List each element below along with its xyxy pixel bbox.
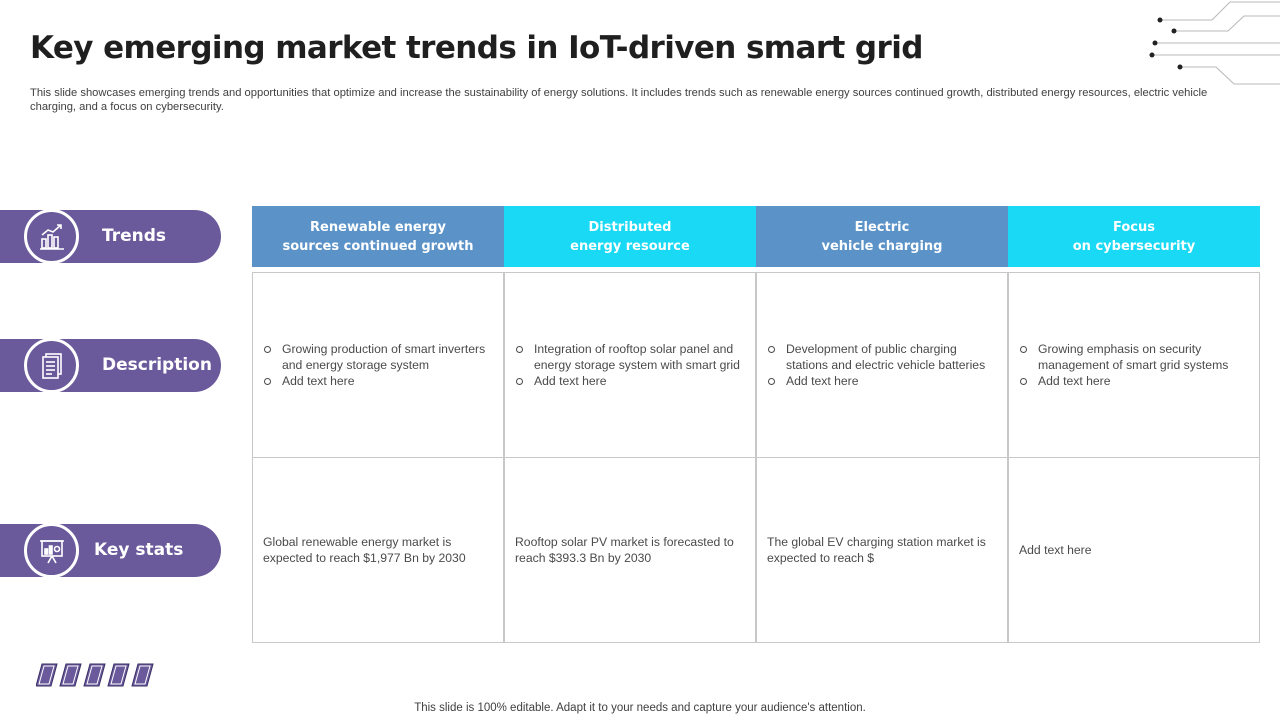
stripes-decoration bbox=[36, 663, 154, 687]
stats-cell: Rooftop solar PV market is forecasted to… bbox=[504, 457, 756, 643]
list-item: Add text here bbox=[767, 373, 998, 389]
column-header: Focus on cybersecurity bbox=[1008, 206, 1260, 267]
header-line: Focus bbox=[1113, 219, 1155, 235]
circuit-lines-decoration bbox=[1149, 1, 1280, 85]
column-distributed-energy: Distributed energy resource Integration o… bbox=[504, 206, 756, 643]
column-header: Renewable energy sources continued growth bbox=[252, 206, 504, 267]
column-header: Distributed energy resource bbox=[504, 206, 756, 267]
column-header: Electric vehicle charging bbox=[756, 206, 1008, 267]
stats-cell: The global EV charging station market is… bbox=[756, 457, 1008, 643]
list-item: Integration of rooftop solar panel and e… bbox=[515, 341, 746, 373]
stats-cell: Add text here bbox=[1008, 457, 1260, 643]
header-line: sources continued growth bbox=[282, 238, 474, 254]
stats-text: Rooftop solar PV market is forecasted to… bbox=[515, 535, 734, 565]
list-item: Add text here bbox=[1019, 373, 1250, 389]
header-line: Electric bbox=[854, 219, 910, 235]
stats-text: The global EV charging station market is… bbox=[767, 535, 986, 565]
stats-cell: Global renewable energy market is expect… bbox=[252, 457, 504, 643]
list-item: Add text here bbox=[263, 373, 494, 389]
header-line: Distributed bbox=[588, 219, 672, 235]
header-line: on cybersecurity bbox=[1072, 238, 1196, 254]
row-label-trends: Trends bbox=[0, 209, 221, 264]
header-line: energy resource bbox=[570, 238, 690, 254]
description-cell: Integration of rooftop solar panel and e… bbox=[504, 272, 756, 458]
row-label-description-text: Description bbox=[102, 355, 212, 375]
list-item: Growing emphasis on security management … bbox=[1019, 341, 1250, 373]
description-cell: Growing emphasis on security management … bbox=[1008, 272, 1260, 458]
description-cell: Growing production of smart inverters an… bbox=[252, 272, 504, 458]
trends-table: Renewable energy sources continued growth… bbox=[252, 206, 1261, 643]
list-item: Growing production of smart inverters an… bbox=[263, 341, 494, 373]
growth-chart-icon bbox=[24, 209, 79, 264]
stats-text: Add text here bbox=[1019, 543, 1092, 557]
description-cell: Development of public charging stations … bbox=[756, 272, 1008, 458]
slide-title: Key emerging market trends in IoT-driven… bbox=[30, 30, 923, 66]
column-renewable-energy: Renewable energy sources continued growth… bbox=[252, 206, 504, 643]
document-icon bbox=[24, 338, 79, 393]
header-line: Renewable energy bbox=[310, 219, 446, 235]
presentation-board-icon bbox=[24, 523, 79, 578]
column-ev-charging: Electric vehicle charging Development of … bbox=[756, 206, 1008, 643]
column-cybersecurity: Focus on cybersecurity Growing emphasis o… bbox=[1008, 206, 1260, 643]
row-label-trends-text: Trends bbox=[102, 226, 167, 246]
list-item: Development of public charging stations … bbox=[767, 341, 998, 373]
list-item: Add text here bbox=[515, 373, 746, 389]
row-label-key-stats-text: Key stats bbox=[94, 540, 184, 560]
slide-subtitle: This slide showcases emerging trends and… bbox=[30, 87, 1208, 113]
row-label-description: Description bbox=[0, 338, 221, 393]
row-label-key-stats: Key stats bbox=[0, 523, 221, 578]
stats-text: Global renewable energy market is expect… bbox=[263, 535, 466, 565]
header-line: vehicle charging bbox=[821, 238, 943, 254]
footer-note: This slide is 100% editable. Adapt it to… bbox=[414, 702, 866, 714]
